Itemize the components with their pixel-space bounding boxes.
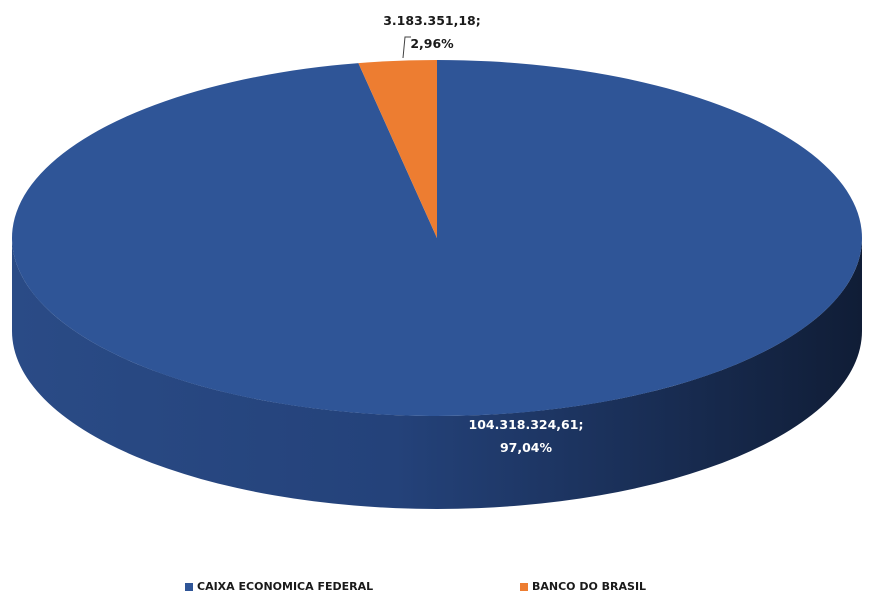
data-label-caixa-percent: 97,04% (500, 440, 553, 455)
legend-swatch-caixa (185, 582, 193, 591)
legend-label-caixa: CAIXA ECONOMICA FEDERAL (197, 580, 374, 593)
chart-legend: CAIXA ECONOMICA FEDERAL BANCO DO BRASIL (0, 580, 871, 596)
legend-item-caixa: CAIXA ECONOMICA FEDERAL (185, 580, 373, 593)
data-label-banco-value: 3.183.351,18; (383, 13, 481, 28)
legend-item-banco-do-brasil: BANCO DO BRASIL (520, 580, 646, 593)
legend-label-banco-do-brasil: BANCO DO BRASIL (532, 580, 647, 593)
leader-line-banco-do-brasil (402, 36, 411, 59)
data-label-caixa-value: 104.318.324,61; (469, 417, 584, 432)
data-label-banco-percent: 2,96% (410, 36, 454, 51)
legend-swatch-banco-do-brasil (520, 582, 528, 591)
pie-slice-banco-do-brasil (358, 60, 437, 238)
pie-slice-side-caixa (12, 238, 862, 509)
